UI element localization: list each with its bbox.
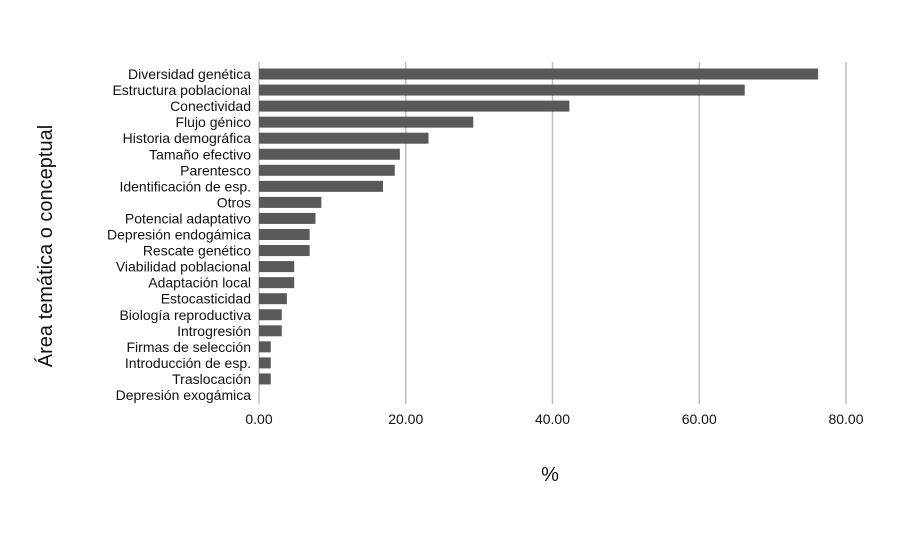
bar — [259, 309, 282, 321]
bar — [259, 68, 819, 80]
category-label: Depresión endogámica — [107, 227, 251, 243]
category-label: Diversidad genética — [128, 66, 251, 82]
category-label: Traslocación — [172, 371, 251, 387]
bar — [259, 245, 310, 257]
bar — [259, 116, 474, 128]
bar — [259, 325, 282, 337]
y-axis-title: Área temática o conceptual — [34, 125, 57, 367]
category-label: Flujo génico — [176, 114, 252, 130]
category-label: Introducción de esp. — [125, 355, 251, 371]
bar — [259, 261, 295, 273]
bar — [259, 100, 570, 112]
category-label: Firmas de selección — [127, 339, 252, 355]
x-tick-label: 20.00 — [388, 411, 423, 427]
bar — [259, 373, 271, 385]
category-label: Estocasticidad — [161, 291, 251, 307]
bar — [259, 148, 400, 160]
category-label: Biología reproductiva — [119, 307, 251, 323]
bars — [259, 68, 819, 385]
x-axis-title: % — [541, 464, 559, 486]
bar — [259, 293, 287, 305]
bar — [259, 277, 295, 289]
gridlines — [258, 62, 847, 404]
x-tick-labels: 0.00 20.00 40.00 60.00 80.00 — [245, 411, 863, 427]
category-label: Historia demográfica — [123, 130, 252, 146]
category-label: Tamaño efectivo — [149, 146, 251, 162]
category-label: Adaptación local — [148, 275, 251, 291]
bar — [259, 196, 322, 208]
bar — [259, 341, 271, 353]
category-label: Depresión exogámica — [116, 387, 252, 403]
category-label: Rescate genético — [143, 243, 251, 259]
x-tick-label: 80.00 — [828, 411, 863, 427]
category-label: Introgresión — [177, 323, 251, 339]
x-tick-label: 0.00 — [245, 411, 272, 427]
category-label: Otros — [217, 194, 251, 210]
bar — [259, 180, 384, 192]
bar — [259, 212, 316, 224]
category-label: Potencial adaptativo — [125, 210, 251, 226]
x-tick-label: 60.00 — [682, 411, 717, 427]
bar — [259, 132, 429, 144]
category-label: Conectividad — [170, 98, 251, 114]
x-tick-label: 40.00 — [535, 411, 570, 427]
bar — [259, 84, 745, 96]
category-label: Identificación de esp. — [119, 178, 251, 194]
category-label: Viabilidad poblacional — [116, 259, 251, 275]
bar — [259, 357, 271, 369]
category-label: Estructura poblacional — [112, 82, 251, 98]
bar — [259, 229, 310, 240]
bar — [259, 164, 395, 176]
category-label: Parentesco — [180, 162, 251, 178]
